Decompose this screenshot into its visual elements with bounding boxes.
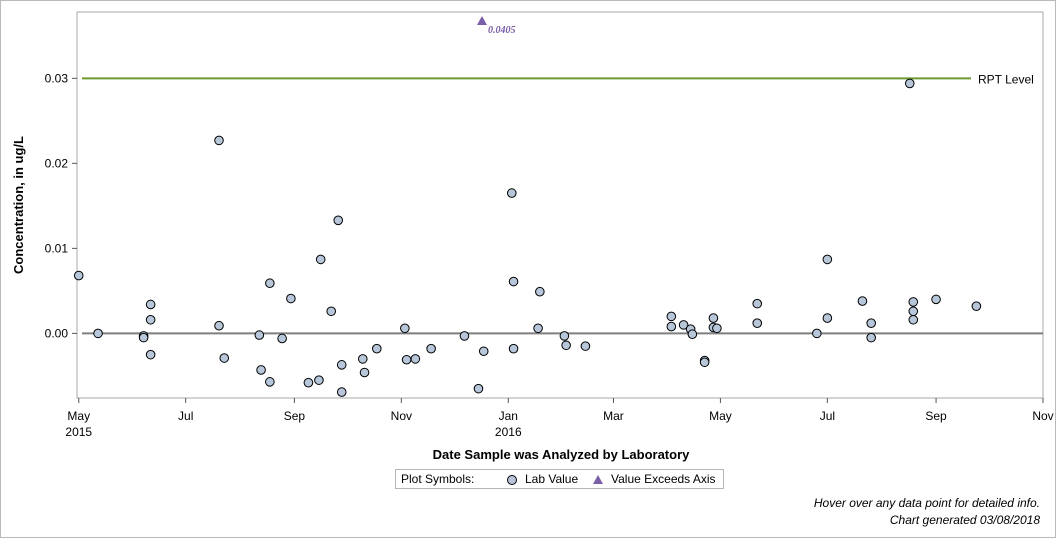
x-tick-label: Sep	[925, 409, 947, 423]
lab-value-point	[822, 254, 833, 265]
rpt-level-label: RPT Level	[978, 72, 1034, 86]
lab-value-point	[256, 365, 266, 375]
lab-value-point	[908, 306, 919, 317]
lab-value-point	[254, 330, 265, 340]
lab-value-point	[371, 343, 382, 354]
lab-value-point	[559, 331, 570, 341]
lab-value-point	[286, 293, 296, 304]
lab-value-point	[314, 375, 324, 385]
legend-title: Plot Symbols:	[401, 472, 475, 486]
lab-value-point	[904, 78, 915, 89]
lab-value-point	[359, 367, 370, 378]
lab-value-point	[752, 298, 763, 309]
x-tick-year-label: 2016	[495, 425, 522, 439]
lab-value-point	[410, 354, 421, 364]
lab-value-point	[678, 320, 689, 330]
lab-value-point	[535, 286, 545, 297]
lab-value-point	[752, 318, 763, 328]
x-tick-year-label: 2015	[65, 425, 92, 439]
lab-value-point	[666, 321, 677, 332]
x-tick-label: Mar	[603, 409, 624, 423]
lab-value-point	[971, 301, 982, 311]
x-tick-label: Jan	[499, 409, 518, 423]
exceeds-axis-point	[476, 16, 487, 25]
x-tick-label: May	[709, 409, 732, 423]
lab-value-point	[508, 276, 519, 287]
plot-area	[76, 11, 1044, 399]
lab-value-point	[866, 332, 876, 343]
lab-value-point	[265, 278, 275, 289]
y-tick-label: 0.01	[45, 241, 69, 255]
lab-value-point	[336, 387, 347, 397]
y-tick-label: 0.03	[45, 71, 69, 85]
legend-item-exceeds-axis: Value Exceeds Axis	[611, 472, 716, 486]
lab-value-point	[214, 135, 224, 146]
lab-value-point	[219, 353, 230, 363]
lab-value-legend-icon	[507, 475, 517, 485]
lab-value-point	[315, 254, 326, 265]
lab-value-point	[138, 332, 149, 343]
lab-value-point	[812, 328, 822, 339]
exceeds-axis-legend-icon	[593, 475, 603, 484]
lab-value-point	[145, 349, 156, 360]
x-tick-label: Nov	[391, 409, 412, 423]
lab-value-point	[687, 329, 698, 340]
legend-item-lab-value: Lab Value	[525, 472, 579, 486]
lab-value-point	[857, 296, 868, 306]
lab-value-point	[400, 323, 410, 334]
x-tick-label: May	[67, 409, 90, 423]
x-tick-label: Sep	[284, 409, 306, 423]
x-tick-label: Jul	[820, 409, 835, 423]
lab-value-point	[357, 354, 368, 364]
lab-value-point	[145, 314, 156, 325]
lab-value-point	[931, 294, 941, 305]
lab-value-point	[712, 323, 722, 334]
lab-value-point	[93, 328, 103, 339]
lab-value-point	[326, 306, 337, 317]
generated-footnote: Chart generated 03/08/2018	[889, 513, 1040, 527]
y-axis-label: Concentration, in ug/L	[11, 136, 26, 274]
legend: Plot Symbols: Lab Value Value Exceeds Ax…	[395, 469, 724, 489]
x-tick-label: Jul	[178, 409, 193, 423]
lab-value-point	[73, 270, 84, 281]
lab-value-point	[666, 311, 677, 322]
lab-value-point	[908, 314, 919, 325]
x-axis-label: Date Sample was Analyzed by Laboratory	[433, 447, 690, 462]
lab-value-point	[336, 360, 347, 370]
lab-value-point	[699, 357, 710, 368]
lab-value-point	[908, 297, 919, 307]
hover-footnote: Hover over any data point for detailed i…	[813, 496, 1040, 510]
y-tick-label: 0.00	[45, 326, 69, 340]
lab-value-point	[265, 377, 275, 387]
lab-value-point	[561, 340, 571, 351]
lab-value-point	[473, 383, 484, 394]
lab-value-point	[866, 318, 876, 328]
lab-value-point	[478, 346, 489, 357]
lab-value-point	[822, 313, 833, 323]
lab-value-point	[214, 320, 224, 331]
lab-value-point	[508, 343, 519, 354]
exceeds-value-label: 0.0405	[488, 25, 515, 36]
y-tick-label: 0.02	[45, 156, 69, 170]
lab-value-point	[459, 331, 470, 341]
lab-value-point	[333, 215, 344, 226]
lab-value-point	[580, 341, 591, 351]
x-tick-label: Nov	[1032, 409, 1053, 423]
lab-value-point	[708, 313, 719, 323]
lab-value-point	[303, 377, 314, 388]
lab-value-point	[533, 323, 543, 334]
lab-value-point	[145, 299, 156, 310]
lab-value-point	[506, 188, 517, 198]
lab-value-point	[401, 354, 412, 365]
lab-value-point	[277, 333, 287, 344]
lab-value-point	[426, 343, 436, 354]
